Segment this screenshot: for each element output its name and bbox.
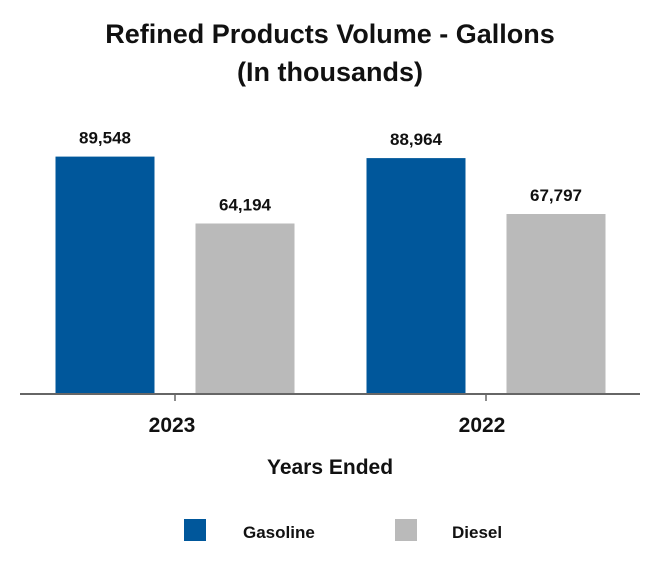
legend: Gasoline Diesel [184, 519, 502, 542]
x-axis-title: Years Ended [267, 456, 393, 479]
legend-label-diesel: Diesel [452, 523, 502, 542]
bar-diesel-2023 [195, 223, 295, 393]
legend-swatch-gasoline [184, 519, 206, 541]
x-tick-label-2022: 2022 [459, 414, 506, 437]
chart-subtitle: (In thousands) [237, 57, 423, 87]
value-label-diesel-2023: 64,194 [219, 196, 272, 215]
value-label-gasoline-2022: 88,964 [390, 130, 443, 149]
legend-swatch-diesel [395, 519, 417, 541]
bar-gasoline-2022 [366, 158, 466, 393]
x-axis-ticks [174, 394, 487, 401]
legend-label-gasoline: Gasoline [243, 523, 315, 542]
chart-title: Refined Products Volume - Gallons [105, 19, 555, 49]
bar-diesel-2022 [506, 214, 606, 393]
bars-layer [55, 156, 606, 393]
x-tick-label-2023: 2023 [149, 414, 196, 437]
value-labels-layer: 89,548 88,964 64,194 67,797 [79, 129, 582, 215]
value-label-diesel-2022: 67,797 [530, 186, 582, 205]
bar-gasoline-2023 [55, 156, 155, 393]
value-label-gasoline-2023: 89,548 [79, 129, 131, 148]
